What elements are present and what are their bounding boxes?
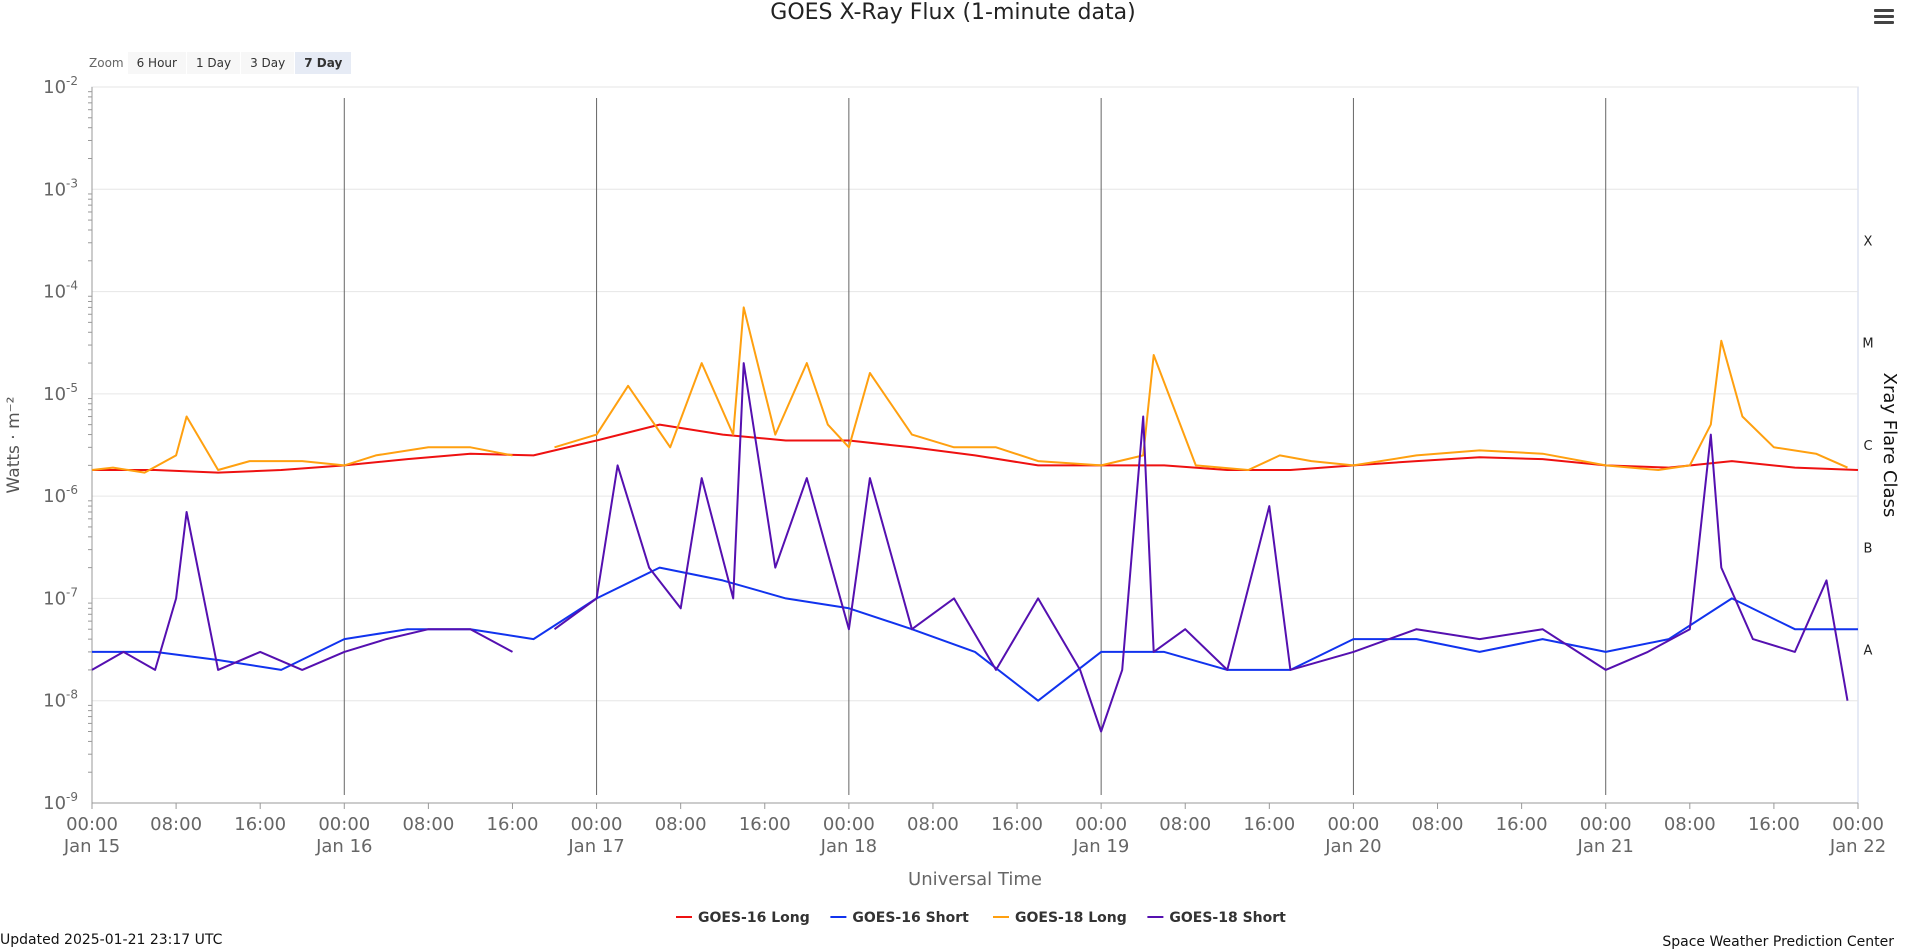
legend-label: GOES-18 Long xyxy=(1015,910,1127,926)
flare-class-label: X xyxy=(1864,234,1873,249)
y-tick-label: 10-4 xyxy=(43,279,78,303)
flare-class-label: M xyxy=(1862,337,1873,352)
y-tick-label: 10-6 xyxy=(43,483,78,507)
flare-class-label: B xyxy=(1864,541,1873,556)
series-line-goes-18-long xyxy=(91,306,1848,474)
y2-axis-title: Xray Flare Class xyxy=(1879,373,1900,518)
x-tick-label: 00:00 xyxy=(318,814,370,835)
x-tick-label: 08:00 xyxy=(907,814,959,835)
x-tick-label: 16:00 xyxy=(487,814,539,835)
x-tick-label: 08:00 xyxy=(655,814,707,835)
x-tick-label: 16:00 xyxy=(1748,814,1800,835)
x-tick-label: 08:00 xyxy=(1159,814,1211,835)
x-tick-date-label: Jan 21 xyxy=(1577,836,1634,857)
legend-label: GOES-16 Short xyxy=(852,910,969,926)
credit-label: Space Weather Prediction Center xyxy=(1662,934,1894,950)
x-tick-date-label: Jan 20 xyxy=(1324,836,1381,857)
flare-class-label: A xyxy=(1864,644,1873,659)
hamburger-menu-icon[interactable] xyxy=(1874,6,1894,26)
x-tick-label: 00:00 xyxy=(571,814,623,835)
x-tick-label: 00:00 xyxy=(1075,814,1127,835)
y-tick-label: 10-9 xyxy=(43,790,78,814)
x-tick-date-label: Jan 19 xyxy=(1072,836,1129,857)
x-tick-label: 00:00 xyxy=(1832,814,1884,835)
x-tick-date-label: Jan 22 xyxy=(1829,836,1886,857)
plot-area-border xyxy=(91,86,1859,804)
x-tick-label: 16:00 xyxy=(234,814,286,835)
x-tick-date-label: Jan 15 xyxy=(63,836,120,857)
x-tick-label: 00:00 xyxy=(1580,814,1632,835)
x-tick-label: 08:00 xyxy=(402,814,454,835)
chart-title: GOES X-Ray Flux (1-minute data) xyxy=(770,0,1136,25)
x-tick-date-label: Jan 18 xyxy=(820,836,877,857)
x-axis-title: Universal Time xyxy=(908,869,1042,890)
zoom-1-day-button[interactable]: 1 Day xyxy=(186,52,241,74)
y-tick-label: 10-5 xyxy=(43,381,78,405)
legend-label: GOES-16 Long xyxy=(698,910,810,926)
zoom-6-hour-button[interactable]: 6 Hour xyxy=(127,52,186,74)
flare-class-label: C xyxy=(1863,439,1872,454)
legend-label: GOES-18 Short xyxy=(1169,910,1286,926)
x-tick-label: 16:00 xyxy=(1243,814,1295,835)
series-line-goes-18-short xyxy=(91,362,1849,733)
y-tick-label: 10-3 xyxy=(43,176,78,200)
x-tick-label: 08:00 xyxy=(1412,814,1464,835)
zoom-selector: Zoom 6 Hour 1 Day 3 Day 7 Day xyxy=(89,52,352,74)
x-tick-label: 08:00 xyxy=(1664,814,1716,835)
x-tick-label: 16:00 xyxy=(1496,814,1548,835)
x-tick-label: 00:00 xyxy=(66,814,118,835)
x-tick-label: 00:00 xyxy=(823,814,875,835)
updated-timestamp: Updated 2025-01-21 23:17 UTC xyxy=(0,932,223,948)
y-tick-label: 10-8 xyxy=(43,688,78,712)
series-line-goes-16-long xyxy=(92,423,1859,474)
zoom-3-day-button[interactable]: 3 Day xyxy=(241,52,295,74)
x-tick-date-label: Jan 16 xyxy=(315,836,372,857)
y-tick-label: 10-7 xyxy=(43,585,78,609)
x-tick-label: 16:00 xyxy=(739,814,791,835)
x-tick-label: 16:00 xyxy=(991,814,1043,835)
y-tick-label: 10-2 xyxy=(43,74,78,98)
x-tick-date-label: Jan 17 xyxy=(567,836,624,857)
x-tick-label: 08:00 xyxy=(150,814,202,835)
zoom-label: Zoom xyxy=(89,56,124,70)
y-axis-title: Watts · m⁻² xyxy=(4,397,24,494)
zoom-7-day-button[interactable]: 7 Day xyxy=(295,52,352,74)
x-tick-label: 00:00 xyxy=(1327,814,1379,835)
